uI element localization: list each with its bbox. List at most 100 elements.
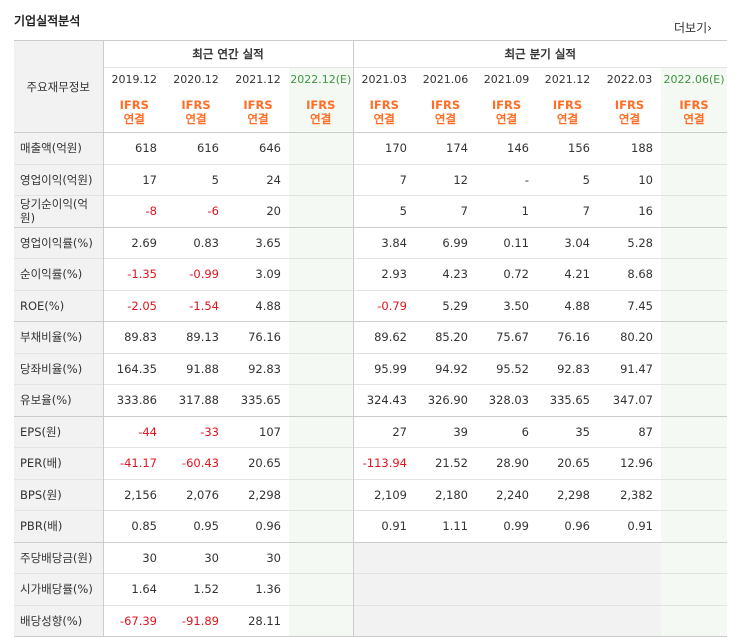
table-cell bbox=[289, 258, 353, 290]
table-cell: 347.07 bbox=[598, 384, 661, 416]
table-cell bbox=[352, 541, 415, 574]
table-cell: -44 bbox=[102, 415, 165, 448]
period-header: 2021.12 bbox=[537, 67, 598, 92]
table-cell: 616 bbox=[165, 132, 227, 164]
table-cell: -113.94 bbox=[352, 447, 415, 479]
ifrs-row: IFRS 연결 IFRS 연결 IFRS 연결 IFRS 연결 IFRS 연결 IFRS 연결 IFRS… bbox=[14, 92, 727, 133]
table-cell: 21.52 bbox=[415, 447, 476, 479]
table-cell: 91.47 bbox=[598, 352, 661, 385]
table-cell: 328.03 bbox=[476, 384, 537, 416]
ifrs-consolidated-label: 연결 bbox=[618, 112, 641, 126]
table-cell bbox=[661, 478, 727, 511]
table-cell: 94.92 bbox=[415, 352, 476, 385]
table-cell: 174 bbox=[415, 132, 476, 164]
table-cell: -8 bbox=[102, 195, 165, 227]
table-cell: 3.84 bbox=[352, 226, 415, 259]
table-cell: 335.65 bbox=[537, 384, 598, 416]
table-cell: 8.68 bbox=[598, 258, 661, 290]
more-arrow-icon: › bbox=[707, 21, 712, 35]
table-cell: 0.91 bbox=[352, 510, 415, 542]
table-cell: 3.65 bbox=[227, 226, 289, 259]
table-cell bbox=[289, 226, 353, 259]
table-cell bbox=[661, 510, 727, 542]
ifrs-label: IFRS bbox=[369, 98, 399, 112]
period-header: 2021.03 bbox=[352, 67, 415, 92]
table-cell bbox=[476, 604, 537, 637]
table-cell: -2.05 bbox=[102, 289, 165, 322]
table-cell: 3.09 bbox=[227, 258, 289, 290]
table-cell: 39 bbox=[415, 415, 476, 448]
ifrs-badge: IFRS 연결 bbox=[415, 92, 476, 133]
period-row: 2019.12 2020.12 2021.12 2022.12(E) 2021.03 20… bbox=[14, 67, 727, 92]
table-cell: -1.35 bbox=[102, 258, 165, 290]
row-label: 영업이익률(%) bbox=[14, 226, 103, 259]
table-cell bbox=[661, 195, 727, 227]
table-cell bbox=[289, 415, 353, 448]
table-cell: 5.29 bbox=[415, 289, 476, 322]
table-cell: 0.99 bbox=[476, 510, 537, 542]
table-cell bbox=[661, 226, 727, 259]
table-cell: 0.83 bbox=[165, 226, 227, 259]
table-cell: 333.86 bbox=[102, 384, 165, 416]
table-cell bbox=[661, 352, 727, 385]
table-cell bbox=[289, 289, 353, 322]
ifrs-badge: IFRS 연결 bbox=[102, 92, 165, 133]
section-title: 기업실적분석 bbox=[14, 14, 81, 28]
table-cell bbox=[415, 604, 476, 637]
table-row: PER(배) -41.17 -60.43 20.65 -113.94 21.52 28.90… bbox=[14, 447, 727, 479]
ifrs-consolidated-label: 연결 bbox=[247, 112, 269, 126]
table-cell bbox=[661, 289, 727, 322]
table-cell: 4.88 bbox=[227, 289, 289, 322]
table-cell: 95.99 bbox=[352, 352, 415, 385]
table-cell: 646 bbox=[227, 132, 289, 164]
table-cell: 618 bbox=[102, 132, 165, 164]
ifrs-consolidated-label: 연결 bbox=[556, 112, 579, 126]
table-row: 배당성향(%) -67.39 -91.89 28.11 bbox=[14, 604, 727, 637]
table-cell: 16 bbox=[598, 195, 661, 227]
table-cell bbox=[289, 604, 353, 637]
table-cell: 0.85 bbox=[102, 510, 165, 542]
more-link[interactable]: 더보기› bbox=[674, 19, 712, 36]
table-cell: 20.65 bbox=[537, 447, 598, 479]
table-row: 매출액(억원) 618 616 646 170 174 146 156 188 bbox=[14, 132, 727, 164]
table-row: 부채비율(%) 89.83 89.13 76.16 89.62 85.20 75.67 76.… bbox=[14, 321, 727, 353]
row-label: 주당배당금(원) bbox=[14, 541, 103, 574]
ifrs-badge: IFRS 연결 bbox=[598, 92, 661, 133]
row-label: ROE(%) bbox=[14, 289, 103, 322]
ifrs-consolidated-label: 연결 bbox=[683, 112, 705, 126]
table-cell bbox=[289, 352, 353, 385]
table-cell: 2,382 bbox=[598, 478, 661, 511]
table-cell: 5 bbox=[352, 195, 415, 227]
row-label: PBR(배) bbox=[14, 510, 103, 542]
table-cell: 0.72 bbox=[476, 258, 537, 290]
table-cell bbox=[289, 510, 353, 542]
more-label: 더보기 bbox=[674, 21, 708, 35]
ifrs-consolidated-label: 연결 bbox=[434, 112, 457, 126]
table-row: PBR(배) 0.85 0.95 0.96 0.91 1.11 0.99 0.96 0.91 bbox=[14, 510, 727, 542]
table-cell bbox=[415, 541, 476, 574]
table-cell: 2,298 bbox=[227, 478, 289, 511]
table-cell: 2,298 bbox=[537, 478, 598, 511]
table-cell: 2,076 bbox=[165, 478, 227, 511]
table-row: 주당배당금(원) 30 30 30 bbox=[14, 541, 727, 574]
table-cell: 0.11 bbox=[476, 226, 537, 259]
ifrs-label: IFRS bbox=[614, 98, 645, 112]
table-cell: 7.45 bbox=[598, 289, 661, 322]
ifrs-badge: IFRS 연결 bbox=[537, 92, 598, 133]
table-row: 유보율(%) 333.86 317.88 335.65 324.43 326.90 328.… bbox=[14, 384, 727, 416]
table-cell: 20.65 bbox=[227, 447, 289, 479]
table-cell: 2,180 bbox=[415, 478, 476, 511]
table-cell bbox=[661, 163, 727, 196]
table-cell: 85.20 bbox=[415, 321, 476, 353]
table-cell: 2,156 bbox=[102, 478, 165, 511]
table-cell bbox=[661, 573, 727, 605]
table-cell: 1.11 bbox=[415, 510, 476, 542]
table-cell: 76.16 bbox=[537, 321, 598, 353]
period-header: 2022.03 bbox=[598, 67, 661, 92]
table-cell bbox=[352, 604, 415, 637]
row-label: EPS(원) bbox=[14, 415, 103, 448]
row-label: 영업이익(억원) bbox=[14, 163, 103, 196]
table-cell: 12.96 bbox=[598, 447, 661, 479]
table-cell: 1.52 bbox=[165, 573, 227, 605]
